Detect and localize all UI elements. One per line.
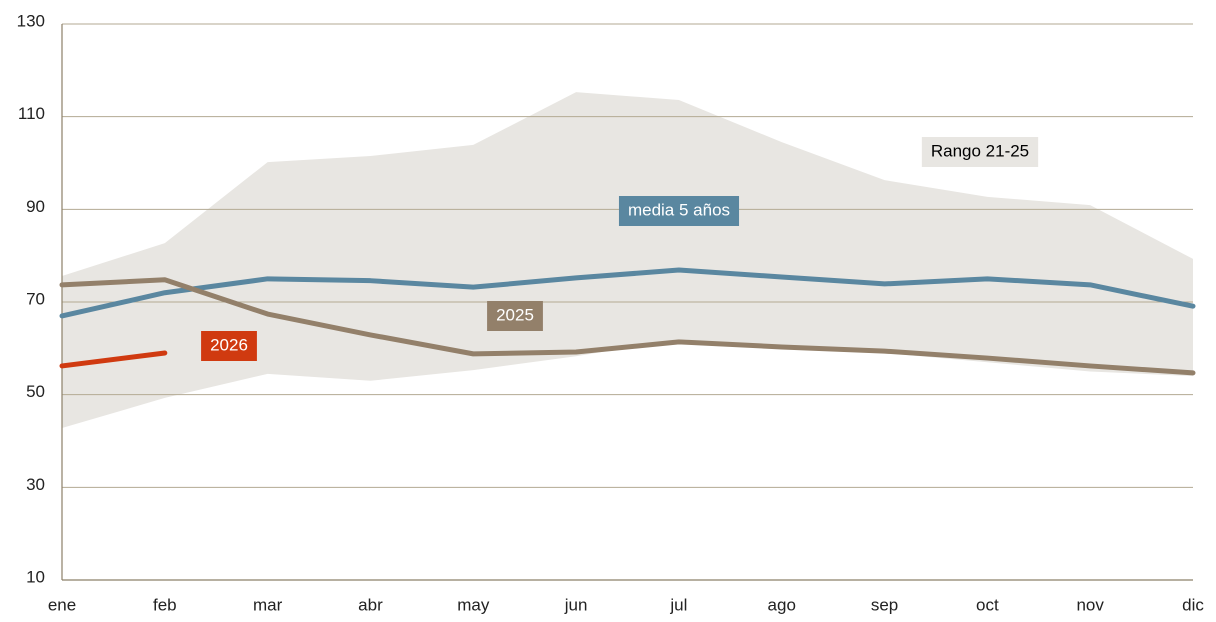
series-line	[59, 350, 168, 369]
label-text: 2025	[496, 305, 534, 324]
x-tick-label: may	[457, 595, 490, 614]
series-label: 2026	[201, 331, 257, 361]
label-box	[487, 301, 543, 331]
x-tick-label: jun	[564, 595, 588, 614]
label-text: 2026	[210, 335, 248, 354]
x-tick-label: jul	[669, 595, 687, 614]
series-label: media 5 años	[618, 196, 740, 226]
x-tick-label: dic	[1182, 595, 1204, 614]
x-tick-label: mar	[253, 595, 283, 614]
y-tick-label: 70	[26, 289, 45, 308]
x-tick-label: ene	[48, 595, 76, 614]
label-text: media 5 años	[628, 200, 730, 219]
series-label: Rango 21-25	[921, 137, 1039, 167]
y-tick-label: 30	[26, 475, 45, 494]
label-text: Rango 21-25	[931, 141, 1029, 160]
series-line	[59, 267, 1196, 319]
y-tick-label: 90	[26, 197, 45, 216]
x-tick-label: abr	[358, 595, 383, 614]
x-tick-label: ago	[768, 595, 796, 614]
label-box	[921, 137, 1039, 167]
y-tick-label: 50	[26, 382, 45, 401]
x-tick-label: oct	[976, 595, 999, 614]
x-tick-label: sep	[871, 595, 898, 614]
x-tick-label: nov	[1076, 595, 1104, 614]
series-label: 2025	[487, 301, 543, 331]
y-tick-label: 10	[26, 567, 45, 586]
x-tick-label: feb	[153, 595, 177, 614]
y-tick-label: 110	[18, 104, 45, 123]
label-box	[618, 196, 740, 226]
label-box	[201, 331, 257, 361]
range-band	[62, 92, 1193, 429]
series-line	[59, 277, 1196, 376]
y-tick-label: 130	[17, 11, 45, 30]
